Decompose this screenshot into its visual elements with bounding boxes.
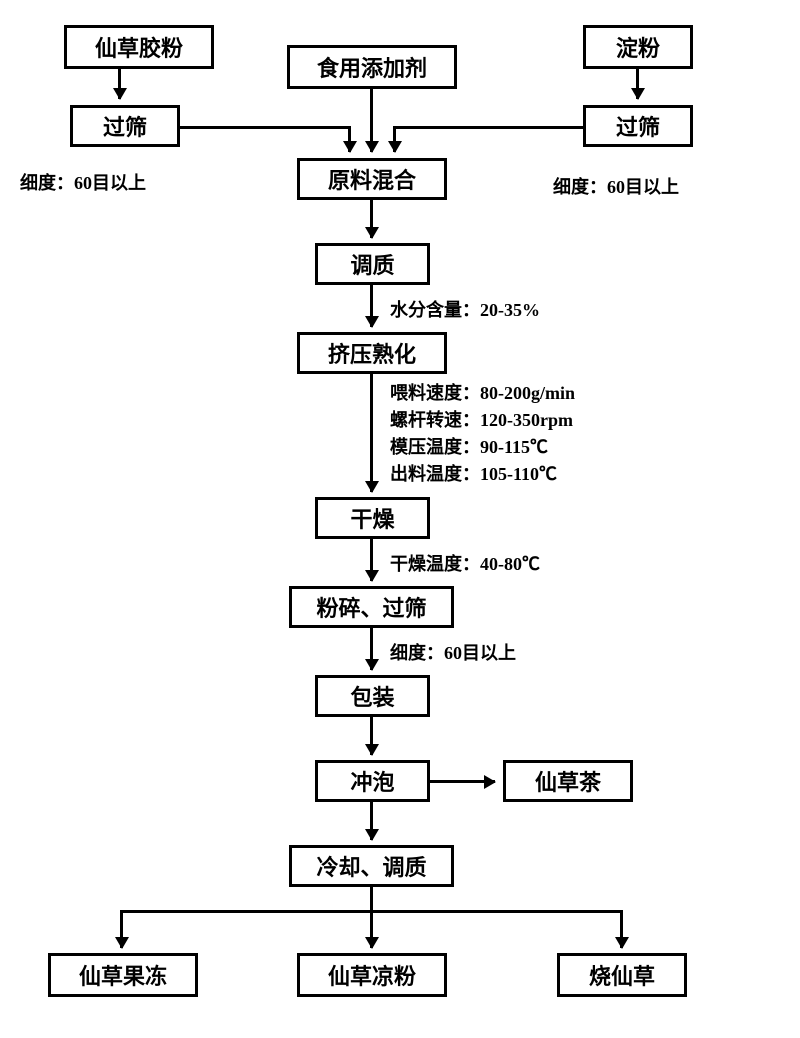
- box-out2: 仙草凉粉: [297, 953, 447, 997]
- box-condition: 调质: [315, 243, 430, 285]
- box-input3: 淀粉: [583, 25, 693, 69]
- arrow: [430, 780, 495, 783]
- box-extrude: 挤压熟化: [297, 332, 447, 374]
- param-line: 模压温度：90-115℃: [390, 434, 575, 461]
- param-line: 出料温度：105-110℃: [390, 461, 575, 488]
- box-dry: 干燥: [315, 497, 430, 539]
- arrow: [370, 89, 373, 152]
- box-pack: 包装: [315, 675, 430, 717]
- box-mix: 原料混合: [297, 158, 447, 200]
- arrow: [120, 910, 123, 948]
- line: [370, 887, 373, 912]
- arrow: [370, 628, 373, 670]
- box-out1: 仙草果冻: [48, 953, 198, 997]
- arrow: [370, 910, 373, 948]
- note-fineness-right: 细度：60目以上: [553, 174, 679, 201]
- arrow: [370, 374, 373, 492]
- arrow: [370, 539, 373, 581]
- arrow: [370, 200, 373, 238]
- box-input2: 食用添加剂: [287, 45, 457, 89]
- box-cool: 冷却、调质: [289, 845, 454, 887]
- arrow: [348, 126, 351, 152]
- box-sieve2: 过筛: [583, 105, 693, 147]
- note-extrude-params: 喂料速度：80-200g/min 螺杆转速：120-350rpm 模压温度：90…: [390, 380, 575, 488]
- arrow: [370, 717, 373, 755]
- note-moisture: 水分含量：20-35%: [390, 297, 540, 324]
- box-input1: 仙草胶粉: [64, 25, 214, 69]
- arrow: [370, 802, 373, 840]
- note-fineness-left: 细度：60目以上: [20, 170, 146, 197]
- box-brew: 冲泡: [315, 760, 430, 802]
- param-line: 螺杆转速：120-350rpm: [390, 407, 575, 434]
- line: [395, 126, 583, 129]
- box-crush: 粉碎、过筛: [289, 586, 454, 628]
- arrow: [636, 69, 639, 99]
- box-tea: 仙草茶: [503, 760, 633, 802]
- arrow: [620, 910, 623, 948]
- box-sieve1: 过筛: [70, 105, 180, 147]
- line: [180, 126, 350, 129]
- arrow: [370, 285, 373, 327]
- param-line: 喂料速度：80-200g/min: [390, 380, 575, 407]
- note-dry-temp: 干燥温度：40-80℃: [390, 551, 540, 578]
- note-fineness-crush: 细度：60目以上: [390, 640, 516, 667]
- box-out3: 烧仙草: [557, 953, 687, 997]
- arrow: [393, 126, 396, 152]
- arrow: [118, 69, 121, 99]
